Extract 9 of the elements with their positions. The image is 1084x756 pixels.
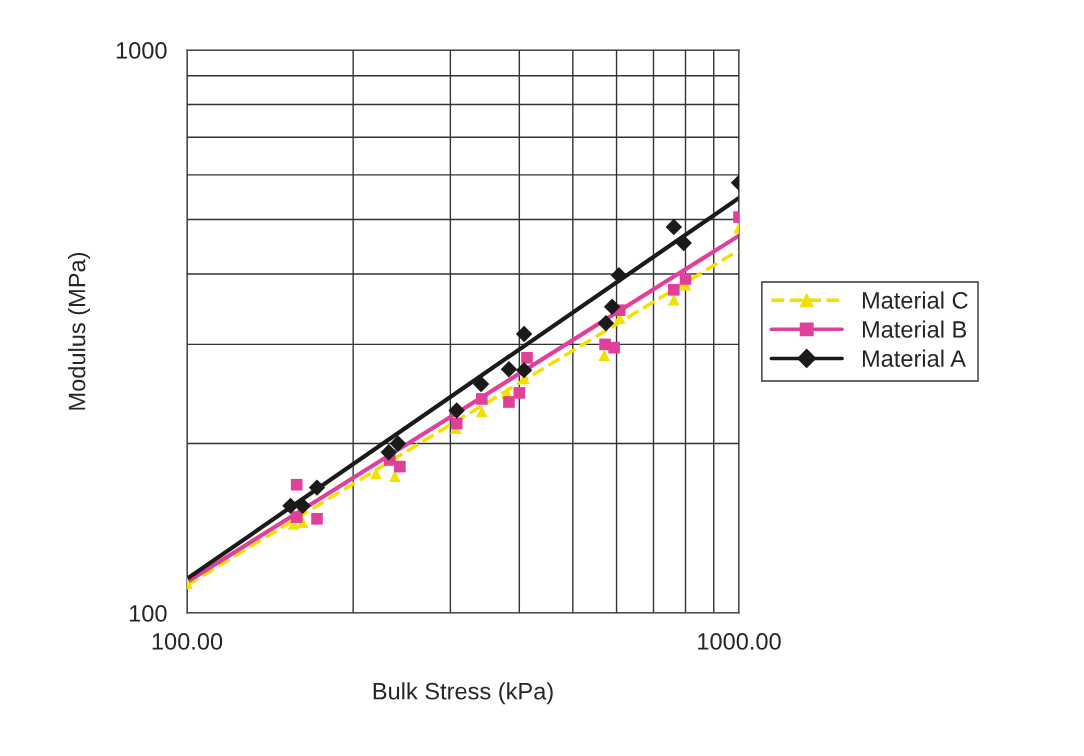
x-axis-title: Bulk Stress (kPa): [373, 682, 553, 705]
x-tick-label: 100.00: [152, 633, 223, 650]
y-tick-label: 1000: [116, 42, 167, 59]
y-axis-title: Modulus (MPa): [68, 252, 91, 410]
y-tick-label: 100: [129, 605, 167, 622]
legend-label: Material A: [862, 349, 966, 367]
legend-label: Material B: [862, 320, 967, 338]
x-tick-label: 1000.00: [698, 633, 781, 650]
legend-label: Material C: [862, 291, 968, 309]
